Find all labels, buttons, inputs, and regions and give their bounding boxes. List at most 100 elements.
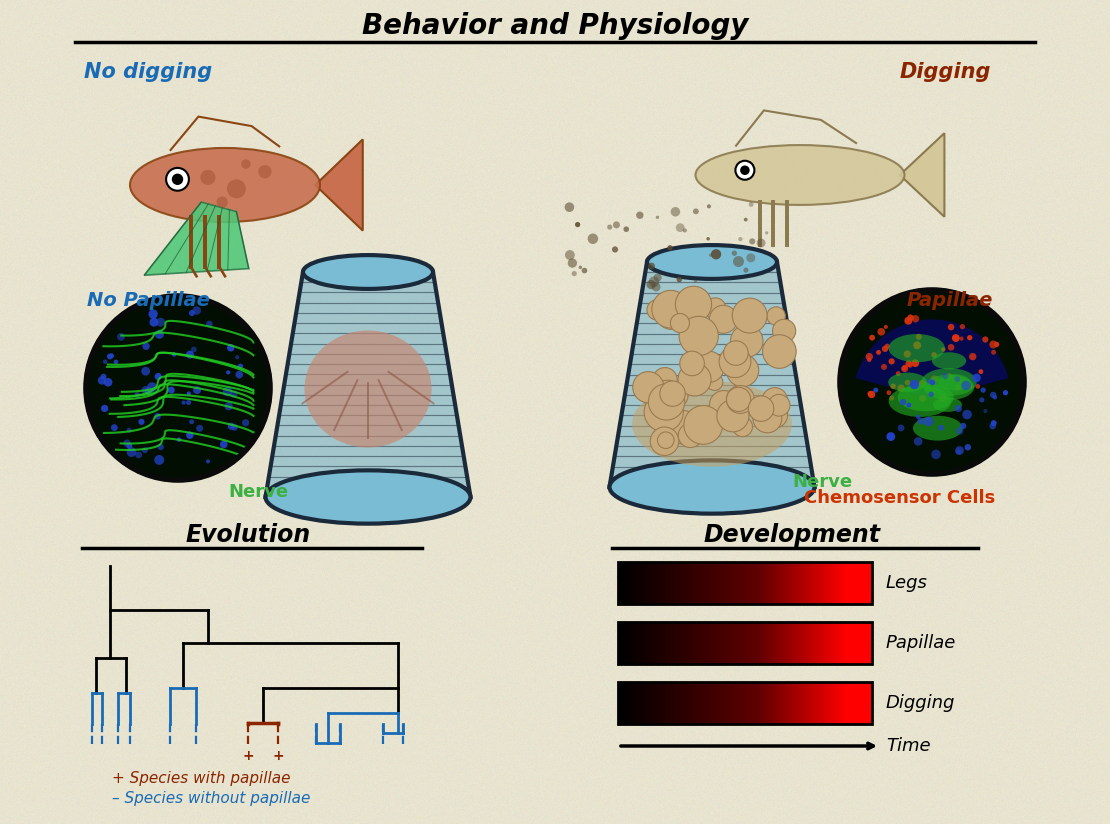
Circle shape: [134, 392, 140, 397]
Ellipse shape: [647, 245, 777, 279]
Circle shape: [840, 290, 1025, 474]
Circle shape: [876, 350, 881, 355]
Polygon shape: [315, 139, 363, 231]
Circle shape: [731, 250, 737, 256]
Wedge shape: [856, 320, 1008, 399]
Text: Papillae: Papillae: [907, 291, 993, 310]
Circle shape: [992, 396, 997, 400]
Circle shape: [740, 166, 749, 175]
Ellipse shape: [932, 397, 962, 412]
Circle shape: [656, 216, 659, 219]
Ellipse shape: [898, 383, 953, 411]
Circle shape: [189, 419, 194, 424]
Polygon shape: [144, 202, 249, 275]
Circle shape: [192, 307, 201, 315]
Circle shape: [749, 238, 755, 245]
Circle shape: [98, 377, 107, 385]
Circle shape: [902, 365, 907, 369]
Circle shape: [149, 309, 158, 319]
Circle shape: [898, 385, 905, 392]
Text: Nerve: Nerve: [228, 483, 289, 501]
Circle shape: [726, 354, 759, 386]
Circle shape: [636, 212, 644, 219]
Circle shape: [929, 380, 936, 386]
Circle shape: [648, 384, 685, 420]
Circle shape: [938, 425, 943, 431]
Circle shape: [948, 344, 955, 351]
Circle shape: [607, 224, 613, 230]
Circle shape: [955, 385, 961, 391]
Circle shape: [679, 316, 718, 356]
Circle shape: [144, 387, 152, 395]
Circle shape: [960, 423, 967, 429]
Circle shape: [763, 387, 787, 413]
Circle shape: [103, 359, 108, 364]
Circle shape: [705, 297, 726, 319]
Circle shape: [677, 311, 694, 327]
Text: Digging: Digging: [899, 62, 991, 82]
Circle shape: [654, 274, 662, 282]
Circle shape: [969, 353, 977, 360]
Circle shape: [154, 413, 161, 419]
Circle shape: [773, 320, 796, 343]
Circle shape: [142, 386, 150, 394]
Circle shape: [763, 335, 796, 368]
Circle shape: [226, 180, 246, 199]
Circle shape: [983, 409, 988, 413]
Text: Time: Time: [886, 737, 930, 755]
Circle shape: [896, 371, 900, 376]
Circle shape: [142, 447, 148, 453]
Circle shape: [676, 223, 685, 232]
Circle shape: [705, 300, 725, 319]
Circle shape: [967, 335, 972, 340]
Circle shape: [644, 392, 684, 432]
Circle shape: [904, 350, 911, 358]
Ellipse shape: [888, 372, 927, 392]
Circle shape: [565, 250, 575, 260]
Ellipse shape: [609, 461, 815, 513]
Circle shape: [959, 336, 963, 340]
Circle shape: [979, 397, 985, 402]
Circle shape: [995, 342, 999, 347]
Circle shape: [693, 208, 699, 214]
Circle shape: [139, 419, 144, 425]
Text: Evolution: Evolution: [185, 523, 311, 547]
Circle shape: [575, 222, 581, 227]
Circle shape: [867, 391, 872, 396]
Text: Development: Development: [704, 523, 880, 547]
Circle shape: [930, 376, 938, 383]
Circle shape: [955, 446, 963, 455]
Circle shape: [675, 286, 712, 322]
Circle shape: [724, 341, 748, 365]
Circle shape: [948, 324, 955, 330]
Circle shape: [241, 159, 251, 169]
Circle shape: [768, 395, 790, 416]
Text: Nerve: Nerve: [791, 473, 852, 491]
Circle shape: [567, 259, 577, 268]
Ellipse shape: [924, 375, 975, 400]
Circle shape: [709, 391, 738, 419]
Circle shape: [633, 372, 664, 403]
Circle shape: [869, 335, 875, 340]
Ellipse shape: [889, 334, 945, 363]
Circle shape: [228, 344, 234, 352]
Circle shape: [127, 447, 137, 457]
Circle shape: [867, 358, 871, 362]
Circle shape: [955, 376, 962, 383]
Circle shape: [226, 370, 230, 374]
Circle shape: [678, 424, 703, 447]
Circle shape: [103, 378, 112, 386]
Circle shape: [238, 363, 243, 369]
Circle shape: [733, 256, 744, 267]
Circle shape: [158, 444, 164, 450]
Circle shape: [980, 387, 986, 393]
Circle shape: [677, 277, 682, 283]
Polygon shape: [609, 262, 815, 487]
Circle shape: [991, 420, 997, 426]
Circle shape: [670, 313, 689, 333]
Circle shape: [1002, 390, 1008, 396]
Circle shape: [141, 367, 150, 376]
Circle shape: [667, 246, 673, 250]
Circle shape: [206, 321, 213, 327]
Circle shape: [900, 399, 907, 405]
